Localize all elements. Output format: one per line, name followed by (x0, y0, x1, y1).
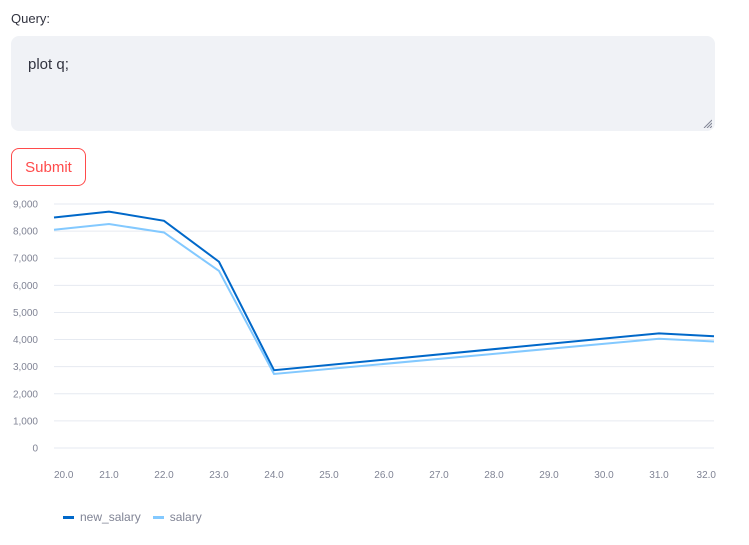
y-tick-label: 4,000 (13, 335, 38, 346)
x-tick-label: 25.0 (319, 470, 339, 481)
x-tick-label: 27.0 (429, 470, 449, 481)
x-tick-label: 30.0 (594, 470, 614, 481)
chart-series (53, 210, 715, 376)
y-tick-label: 3,000 (13, 362, 38, 373)
x-tick-label: 22.0 (154, 470, 174, 481)
x-tick-label: 21.0 (99, 470, 119, 481)
legend-item-salary[interactable]: salary (152, 510, 202, 524)
x-tick-label: 31.0 (649, 470, 669, 481)
query-textarea[interactable]: plot q; (11, 36, 715, 131)
legend-swatch-new-salary (63, 515, 74, 519)
x-tick-label: 23.0 (209, 470, 229, 481)
query-label: Query: (11, 11, 51, 26)
salary-line-chart: 0 1,000 2,000 3,000 4,000 5,000 6,000 7,000 8,00… (13, 200, 716, 482)
x-tick-label: 24.0 (264, 470, 284, 481)
y-tick-label: 8,000 (13, 227, 38, 238)
y-tick-label: 6,000 (13, 281, 38, 292)
series-line-salary[interactable] (53, 223, 715, 376)
y-tick-label: 9,000 (13, 200, 38, 211)
x-tick-label: 29.0 (539, 470, 559, 481)
legend-item-new-salary[interactable]: new_salary (63, 510, 141, 524)
y-axis-ticks: 0 1,000 2,000 3,000 4,000 5,000 6,000 7,000 8,00… (13, 200, 38, 455)
submit-button[interactable]: Submit (11, 148, 86, 186)
x-tick-label: 20.0 (54, 470, 74, 481)
x-tick-label: 28.0 (484, 470, 504, 481)
legend-label-salary: salary (169, 510, 202, 524)
legend-label-new-salary: new_salary (80, 510, 141, 524)
x-axis-ticks: 20.0 21.0 22.0 23.0 24.0 25.0 26.0 27.0 28.0 29.0… (54, 470, 716, 481)
y-tick-label: 7,000 (13, 254, 38, 265)
x-tick-label: 32.0 (697, 470, 717, 481)
y-tick-label: 2,000 (13, 389, 38, 400)
series-line-new-salary[interactable] (53, 210, 715, 372)
y-tick-label: 1,000 (13, 416, 38, 427)
chart-grid (54, 203, 714, 449)
query-text: plot q; (28, 56, 69, 73)
y-tick-label: 5,000 (13, 308, 38, 319)
y-tick-label: 0 (32, 444, 38, 455)
resize-handle-icon[interactable] (702, 118, 712, 128)
x-tick-label: 26.0 (374, 470, 394, 481)
chart-legend: new_salary salary (63, 510, 202, 524)
legend-swatch-salary (152, 515, 164, 519)
